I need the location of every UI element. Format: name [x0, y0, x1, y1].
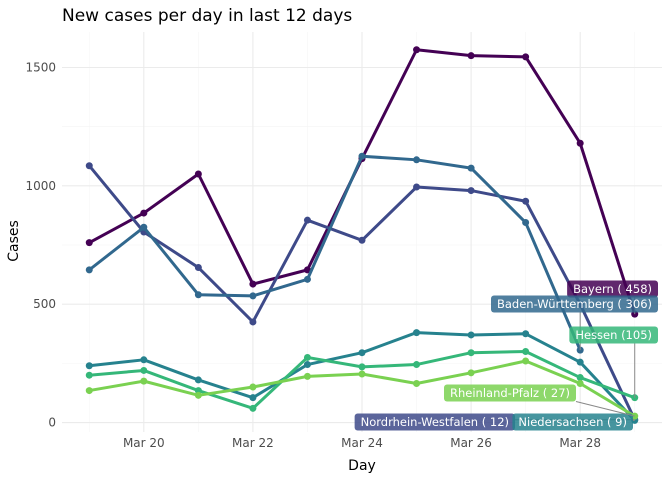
data-point	[249, 280, 257, 288]
data-point	[522, 197, 530, 205]
data-point	[358, 363, 366, 371]
data-point	[249, 292, 257, 300]
data-point	[85, 362, 93, 370]
data-point	[249, 404, 257, 412]
data-point	[522, 53, 530, 61]
data-point	[194, 264, 202, 272]
data-point	[303, 372, 311, 380]
data-point	[413, 183, 421, 191]
series-label: Niedersachsen ( 9)	[512, 413, 635, 431]
data-point	[358, 370, 366, 378]
data-point	[576, 374, 584, 382]
series-label-text: Niedersachsen ( 9)	[518, 415, 627, 429]
x-tick-label: Mar 24	[341, 436, 383, 450]
data-point	[303, 275, 311, 283]
data-point	[467, 187, 475, 195]
data-point	[140, 209, 148, 217]
series-baden-w-rttemberg	[85, 152, 584, 354]
series-label-text: Nordrhein-Westfalen ( 12)	[361, 415, 509, 429]
series-label: Rheinland-Pfalz ( 27)	[444, 384, 635, 417]
data-point	[194, 376, 202, 384]
data-point	[140, 223, 148, 231]
data-point	[413, 361, 421, 369]
x-tick-label: Mar 26	[450, 436, 492, 450]
x-axis-title: Day	[348, 458, 376, 474]
series-label-text: Baden-Württemberg ( 306)	[497, 297, 652, 311]
series-hessen	[85, 348, 639, 412]
y-tick-label: 0	[48, 416, 56, 430]
data-point	[85, 239, 93, 247]
data-point	[522, 348, 530, 356]
series-label-text: Rheinland-Pfalz ( 27)	[450, 386, 570, 400]
data-point	[194, 170, 202, 178]
data-point	[249, 394, 257, 402]
data-point	[140, 377, 148, 385]
data-point	[413, 46, 421, 54]
data-point	[467, 52, 475, 60]
data-point	[576, 358, 584, 366]
data-point	[303, 361, 311, 369]
x-axis-ticks: Mar 20 Mar 22 Mar 24 Mar 26 Mar 28	[123, 436, 601, 450]
data-point	[140, 366, 148, 374]
series-label-box	[491, 295, 658, 313]
data-point	[576, 379, 584, 387]
data-point	[522, 357, 530, 365]
data-point	[85, 387, 93, 395]
x-tick-label: Mar 28	[559, 436, 601, 450]
series-label-box	[444, 384, 576, 402]
data-point	[303, 216, 311, 224]
data-point	[358, 349, 366, 357]
data-point	[249, 383, 257, 391]
series-label-text: Hessen (105)	[575, 328, 652, 342]
data-point	[140, 356, 148, 364]
series-label-box	[567, 280, 658, 298]
series-label-text: Bayern ( 458)	[573, 282, 652, 296]
y-tick-label: 1000	[25, 179, 56, 193]
data-point	[467, 164, 475, 172]
data-point	[522, 330, 530, 338]
series-layer	[85, 46, 639, 424]
data-point	[249, 318, 257, 326]
y-tick-label: 500	[33, 297, 56, 311]
series-label: Baden-Württemberg ( 306)	[491, 295, 658, 351]
series-label-box	[569, 326, 658, 344]
data-point	[303, 353, 311, 361]
series-line	[88, 154, 582, 351]
data-point	[85, 371, 93, 379]
data-point	[194, 291, 202, 299]
x-tick-label: Mar 22	[232, 436, 274, 450]
x-tick-label: Mar 20	[123, 436, 165, 450]
series-label-box	[512, 413, 633, 431]
label-leader-line	[575, 401, 635, 417]
y-tick-label: 1500	[25, 61, 56, 75]
data-point	[576, 139, 584, 147]
series-label-box	[354, 413, 515, 431]
data-point	[194, 391, 202, 399]
data-point	[413, 379, 421, 387]
y-axis-ticks: 0 500 1000 1500	[25, 61, 56, 430]
data-point	[303, 266, 311, 274]
data-point	[413, 329, 421, 337]
data-point	[85, 162, 93, 170]
data-point	[413, 156, 421, 164]
series-label: Nordrhein-Westfalen ( 12)	[354, 413, 635, 431]
data-point	[358, 152, 366, 160]
data-point	[522, 219, 530, 227]
data-point	[467, 331, 475, 339]
y-axis-title: Cases	[6, 220, 22, 262]
series-label: Hessen (105)	[569, 326, 658, 398]
series-labels: Bayern ( 458) Nordrhein-Westfalen ( 12) Ba…	[354, 280, 658, 431]
series-rheinland-pfalz	[85, 357, 639, 420]
data-point	[467, 369, 475, 377]
series-niedersachsen	[85, 329, 639, 424]
chart-title: New cases per day in last 12 days	[62, 6, 352, 26]
data-point	[467, 349, 475, 357]
data-point	[85, 266, 93, 274]
data-point	[358, 236, 366, 244]
